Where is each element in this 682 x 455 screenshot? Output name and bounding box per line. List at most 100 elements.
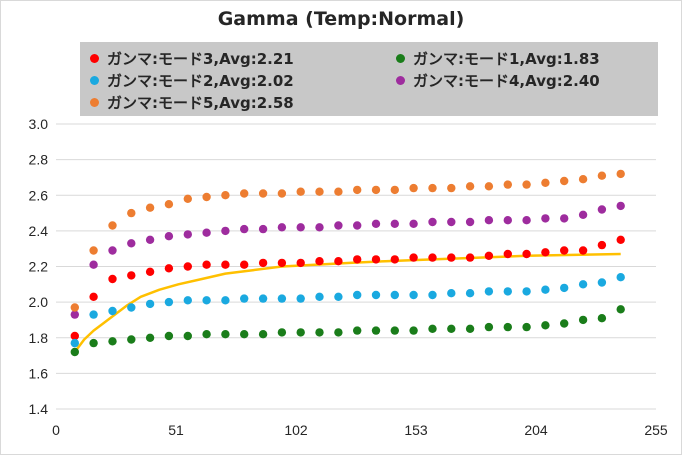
- data-point-series-1: [183, 262, 192, 271]
- legend-marker-mode4: [396, 76, 405, 85]
- data-point-series-4: [315, 223, 324, 232]
- data-point-series-4: [145, 235, 155, 244]
- data-point-series-2: [371, 326, 381, 335]
- data-point-series-4: [409, 219, 418, 228]
- data-point-series-4: [258, 224, 268, 234]
- data-point-series-1: [578, 246, 588, 255]
- data-point-series-3: [296, 294, 305, 303]
- y-tick-label: 1.8: [29, 330, 49, 346]
- data-point-series-4: [371, 219, 381, 228]
- data-point-series-3: [164, 297, 174, 307]
- data-point-series-4: [353, 221, 362, 230]
- data-point-series-5: [127, 208, 136, 218]
- legend-label-mode2: ガンマ:モード2,Avg:2.02: [107, 72, 294, 90]
- legend-item-mode1: ガンマ:モード1,Avg:1.83: [396, 48, 600, 69]
- data-point-series-2: [616, 305, 625, 314]
- data-point-series-4: [296, 223, 305, 232]
- data-point-series-3: [221, 296, 230, 305]
- data-point-series-3: [616, 273, 625, 282]
- data-point-series-3: [334, 292, 343, 301]
- data-point-series-5: [522, 180, 531, 189]
- data-point-series-5: [616, 169, 625, 179]
- data-point-series-2: [202, 330, 211, 339]
- data-point-series-2: [409, 326, 418, 335]
- data-point-series-2: [221, 330, 230, 339]
- x-tick-label: 0: [52, 422, 60, 438]
- data-point-series-2: [334, 328, 343, 337]
- data-point-series-5: [390, 185, 399, 195]
- data-point-series-4: [578, 210, 588, 219]
- data-point-series-1: [597, 240, 607, 250]
- data-point-series-2: [503, 322, 512, 332]
- data-point-series-4: [108, 246, 117, 255]
- data-point-series-4: [484, 216, 494, 225]
- data-point-series-5: [578, 175, 588, 184]
- data-point-series-4: [465, 217, 475, 227]
- data-point-series-2: [541, 321, 550, 330]
- data-point-series-1: [296, 258, 305, 268]
- legend-item-mode5: ガンマ:モード5,Avg:2.58: [90, 92, 294, 113]
- data-point-series-2: [390, 326, 399, 335]
- data-point-series-4: [541, 214, 550, 223]
- legend-item-mode4: ガンマ:モード4,Avg:2.40: [396, 70, 600, 91]
- data-point-series-5: [258, 189, 268, 198]
- data-point-series-4: [127, 239, 136, 248]
- x-tick-label: 102: [284, 422, 308, 438]
- data-point-series-4: [503, 216, 512, 225]
- chart-title: Gamma (Temp:Normal): [217, 8, 465, 30]
- data-point-series-1: [390, 255, 399, 264]
- legend-marker-mode2: [90, 76, 99, 85]
- data-point-series-1: [164, 264, 174, 273]
- legend-label-mode1: ガンマ:モード1,Avg:1.83: [413, 50, 600, 68]
- data-point-series-4: [447, 217, 456, 227]
- data-point-series-5: [541, 178, 550, 187]
- data-point-series-2: [522, 322, 531, 332]
- data-point-series-2: [465, 324, 475, 333]
- data-point-series-1: [353, 255, 362, 264]
- legend-marker-mode5: [90, 98, 99, 107]
- data-point-series-1: [277, 258, 287, 268]
- data-point-series-1: [465, 253, 475, 262]
- data-point-series-2: [578, 315, 588, 325]
- y-tick-label: 2.0: [29, 294, 49, 310]
- data-point-series-5: [89, 246, 98, 255]
- data-point-series-2: [240, 330, 249, 339]
- y-tick-label: 2.2: [29, 259, 49, 275]
- data-point-series-1: [108, 274, 117, 284]
- data-point-series-5: [221, 191, 230, 200]
- data-point-series-2: [108, 337, 117, 346]
- data-point-series-5: [145, 203, 155, 212]
- data-point-series-5: [353, 185, 362, 195]
- data-point-series-3: [108, 306, 117, 316]
- data-point-series-5: [240, 189, 249, 198]
- data-point-series-2: [277, 328, 287, 337]
- data-point-series-4: [334, 221, 343, 230]
- data-point-series-2: [353, 326, 362, 335]
- legend-label-mode5: ガンマ:モード5,Avg:2.58: [107, 94, 294, 112]
- data-point-series-5: [334, 187, 343, 196]
- data-point-series-5: [202, 192, 211, 202]
- data-point-series-5: [164, 200, 174, 209]
- data-point-series-3: [202, 296, 211, 305]
- legend-label-mode3: ガンマ:モード3,Avg:2.21: [107, 50, 294, 68]
- data-point-series-1: [522, 249, 531, 259]
- data-point-series-3: [70, 338, 80, 348]
- data-point-series-2: [258, 330, 268, 339]
- data-point-series-3: [89, 310, 98, 319]
- data-point-series-4: [560, 214, 569, 223]
- data-point-series-4: [221, 226, 230, 236]
- data-point-series-1: [145, 267, 155, 276]
- data-point-series-1: [541, 248, 550, 257]
- data-point-series-3: [277, 294, 287, 303]
- data-point-series-5: [371, 185, 381, 195]
- data-point-series-2: [183, 331, 192, 341]
- data-point-series-1: [70, 331, 80, 341]
- data-point-series-1: [560, 246, 569, 255]
- data-point-series-1: [89, 292, 98, 301]
- x-tick-label: 204: [524, 422, 548, 438]
- data-point-series-2: [560, 319, 569, 328]
- data-point-series-3: [183, 296, 192, 305]
- data-point-series-1: [240, 260, 249, 269]
- legend-item-mode3: ガンマ:モード3,Avg:2.21: [90, 48, 294, 69]
